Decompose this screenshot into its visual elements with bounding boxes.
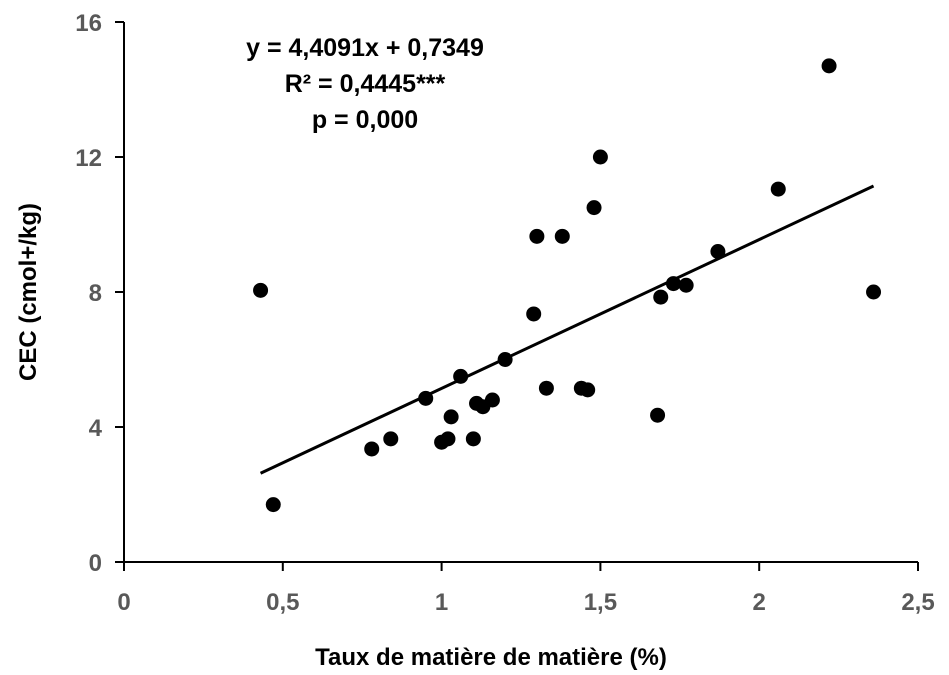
- data-point: [821, 58, 837, 74]
- x-axis-ticks: 0 0,5 1 1,5 2 2,5: [117, 562, 935, 616]
- p-value-label: p = 0,000: [312, 106, 418, 134]
- x-tick-label: 1: [435, 589, 448, 616]
- y-tick-label: 16: [75, 10, 102, 37]
- data-point: [538, 380, 554, 396]
- x-tick-label: 0: [117, 589, 130, 616]
- x-tick-label: 2,5: [901, 589, 934, 616]
- data-point: [265, 497, 281, 513]
- data-point: [383, 431, 399, 447]
- data-point: [497, 352, 513, 367]
- data-point: [453, 368, 469, 384]
- y-axis-title: CEC (cmol+/kg): [15, 203, 42, 381]
- y-tick-label: 0: [89, 550, 102, 577]
- data-point: [418, 390, 434, 406]
- trendline: [259, 184, 875, 475]
- x-axis-title: Taux de matière de matière (%): [315, 644, 667, 671]
- data-point: [440, 431, 456, 447]
- axes: [123, 22, 918, 563]
- data-points: [253, 58, 882, 513]
- y-tick-label: 4: [89, 415, 103, 442]
- data-point: [770, 181, 786, 197]
- data-point: [586, 200, 602, 216]
- data-point: [529, 228, 545, 244]
- data-point: [665, 276, 681, 292]
- y-axis-ticks: 0 4 8 12 16: [75, 10, 124, 577]
- data-point: [484, 392, 500, 408]
- y-tick-label: 12: [75, 145, 102, 172]
- data-point: [580, 382, 596, 398]
- trendline-group: [259, 184, 875, 475]
- equation-label: y = 4,4091x + 0,7349: [246, 34, 484, 62]
- data-point: [554, 228, 570, 244]
- data-point: [653, 289, 669, 305]
- data-point: [526, 306, 542, 322]
- x-tick-label: 0,5: [266, 589, 299, 616]
- regression-annotations: y = 4,4091x + 0,7349 R² = 0,4445*** p = …: [246, 34, 484, 134]
- y-tick-label: 8: [89, 280, 102, 307]
- x-tick-label: 1,5: [584, 589, 617, 616]
- data-point: [866, 284, 882, 300]
- data-point: [650, 407, 666, 423]
- data-point: [364, 441, 380, 457]
- data-point: [678, 277, 694, 293]
- data-point: [710, 244, 726, 259]
- r-squared-label: R² = 0,4445***: [285, 70, 446, 98]
- data-point: [465, 431, 481, 447]
- data-point: [592, 149, 608, 165]
- data-point: [443, 409, 459, 425]
- data-point: [253, 282, 269, 298]
- x-tick-label: 2: [753, 589, 766, 616]
